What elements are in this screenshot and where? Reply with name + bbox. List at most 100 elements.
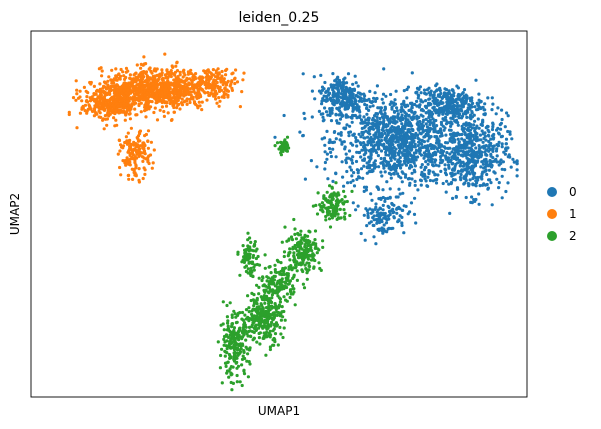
point-cluster-2 [253, 240, 257, 244]
point-cluster-1 [137, 146, 141, 150]
point-cluster-2 [249, 266, 253, 270]
point-cluster-2 [240, 310, 245, 315]
point-cluster-2 [228, 340, 232, 344]
point-cluster-0 [424, 122, 428, 126]
point-cluster-0 [433, 96, 437, 100]
point-cluster-0 [445, 112, 449, 116]
point-cluster-0 [477, 138, 481, 142]
point-cluster-2 [305, 240, 309, 244]
point-cluster-0 [350, 94, 354, 98]
point-cluster-0 [454, 98, 458, 102]
point-cluster-0 [373, 159, 377, 163]
point-cluster-0 [323, 150, 327, 154]
point-cluster-2 [270, 306, 274, 310]
point-cluster-0 [351, 143, 355, 147]
point-cluster-2 [242, 368, 246, 372]
point-cluster-0 [466, 133, 470, 137]
point-cluster-0 [427, 109, 431, 113]
point-cluster-0 [449, 95, 453, 99]
point-cluster-0 [472, 123, 476, 127]
point-cluster-1 [221, 83, 225, 87]
point-cluster-0 [471, 183, 475, 187]
point-cluster-0 [371, 140, 376, 144]
point-cluster-0 [388, 210, 392, 214]
legend-marker-0 [547, 187, 557, 197]
point-cluster-2 [240, 317, 244, 321]
point-cluster-0 [415, 90, 419, 94]
point-cluster-1 [194, 91, 198, 95]
point-cluster-1 [169, 69, 173, 73]
point-cluster-0 [339, 86, 343, 90]
point-cluster-0 [450, 150, 454, 154]
point-cluster-0 [322, 118, 326, 122]
point-cluster-1 [136, 98, 141, 102]
point-cluster-1 [169, 74, 173, 79]
point-cluster-0 [413, 110, 417, 114]
point-cluster-2 [271, 329, 275, 333]
point-cluster-0 [371, 163, 375, 167]
point-cluster-2 [292, 255, 296, 259]
point-cluster-2 [285, 135, 290, 139]
point-cluster-0 [429, 154, 433, 158]
point-cluster-2 [241, 335, 245, 339]
point-cluster-0 [335, 97, 340, 101]
point-cluster-0 [322, 94, 326, 98]
point-cluster-1 [204, 69, 208, 73]
point-cluster-2 [311, 242, 315, 246]
point-cluster-0 [336, 107, 341, 111]
point-cluster-1 [107, 114, 111, 118]
point-cluster-0 [330, 106, 334, 110]
point-cluster-0 [464, 112, 468, 116]
point-cluster-0 [431, 99, 435, 103]
point-cluster-0 [383, 170, 387, 174]
point-cluster-0 [464, 195, 468, 200]
point-cluster-0 [423, 177, 427, 181]
point-cluster-0 [466, 162, 470, 166]
point-cluster-0 [400, 134, 404, 138]
point-cluster-2 [343, 211, 347, 215]
point-cluster-0 [400, 180, 404, 184]
point-cluster-0 [444, 122, 449, 126]
point-cluster-0 [366, 140, 370, 144]
point-cluster-0 [515, 168, 519, 172]
point-cluster-0 [364, 129, 368, 133]
point-cluster-2 [255, 316, 260, 320]
point-cluster-0 [435, 177, 439, 182]
point-cluster-2 [230, 322, 234, 326]
point-cluster-0 [359, 167, 364, 171]
point-cluster-0 [471, 133, 475, 138]
point-cluster-0 [359, 135, 363, 139]
point-cluster-0 [500, 174, 504, 178]
point-cluster-0 [396, 172, 400, 176]
point-cluster-0 [339, 84, 343, 88]
point-cluster-2 [260, 314, 264, 318]
point-cluster-0 [400, 208, 404, 212]
point-cluster-0 [372, 235, 376, 239]
point-cluster-0 [406, 128, 410, 132]
point-cluster-2 [278, 313, 282, 317]
point-cluster-0 [376, 129, 380, 133]
point-cluster-0 [455, 150, 459, 154]
point-cluster-2 [255, 296, 259, 301]
point-cluster-2 [324, 218, 328, 222]
point-cluster-1 [152, 110, 156, 115]
point-cluster-1 [107, 89, 112, 93]
point-cluster-2 [315, 212, 320, 216]
point-cluster-0 [389, 92, 393, 97]
point-cluster-0 [339, 131, 343, 135]
point-cluster-2 [295, 269, 299, 273]
point-cluster-0 [451, 116, 455, 121]
point-cluster-0 [376, 136, 380, 140]
point-cluster-0 [383, 199, 387, 203]
point-cluster-2 [294, 246, 298, 251]
point-cluster-0 [409, 201, 414, 205]
point-cluster-0 [353, 100, 357, 104]
point-cluster-0 [347, 149, 352, 153]
point-cluster-0 [378, 219, 382, 224]
point-cluster-2 [258, 342, 262, 346]
point-cluster-0 [477, 92, 481, 96]
point-cluster-0 [478, 133, 482, 137]
point-cluster-2 [220, 381, 224, 385]
point-cluster-1 [146, 129, 151, 133]
point-cluster-0 [473, 119, 477, 123]
